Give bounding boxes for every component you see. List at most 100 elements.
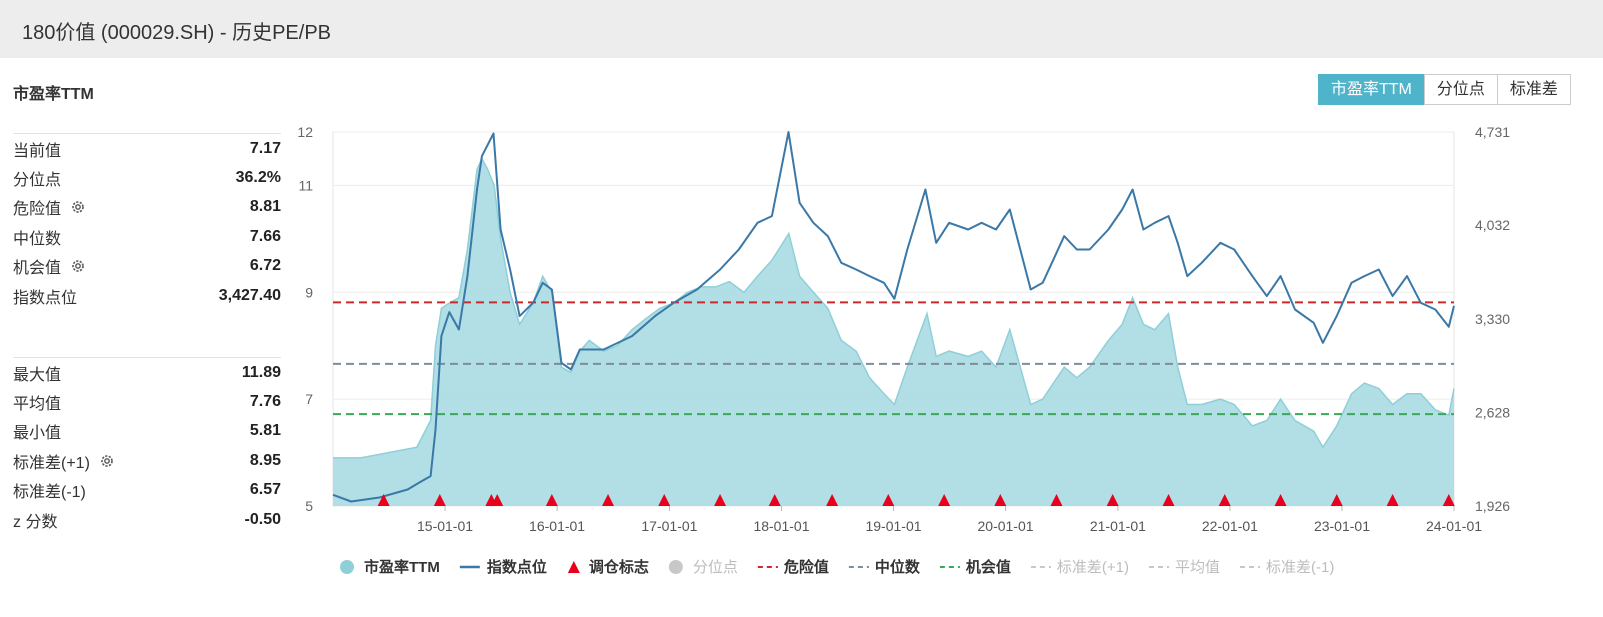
x-tick-label: 15-01-01 (417, 518, 473, 534)
rebalance-marker (1050, 494, 1063, 506)
stat-label: 标准差(+1) (13, 449, 115, 473)
y-left-tick-label: 7 (305, 391, 313, 407)
x-tick-label: 17-01-01 (641, 518, 697, 534)
stat-row: 标准差(-1) 6.57 (13, 476, 281, 505)
stat-row: 当前值 7.17 (13, 134, 281, 163)
rebalance-marker (1162, 494, 1175, 506)
tab-0[interactable]: 市盈率TTM (1318, 74, 1425, 105)
stat-row: 平均值 7.76 (13, 387, 281, 416)
stat-label: 机会值 (13, 254, 86, 278)
rebalance-marker (938, 494, 951, 506)
x-tick-label: 16-01-01 (529, 518, 585, 534)
legend-marker (668, 560, 683, 574)
stat-value: 6.57 (249, 481, 281, 499)
gear-icon[interactable] (70, 199, 86, 215)
rebalance-marker (1274, 494, 1287, 506)
gear-icon[interactable] (70, 258, 86, 274)
stat-value: 11.89 (241, 363, 281, 381)
stat-label-text: 危险值 (13, 201, 62, 219)
rebalance-marker (1386, 494, 1399, 506)
gear-icon[interactable] (99, 453, 115, 469)
index-line (332, 131, 1455, 503)
x-tick-label: 20-01-01 (978, 518, 1034, 534)
stat-label-text: z 分数 (13, 513, 58, 531)
section-title: 市盈率TTM (13, 86, 94, 103)
y-left-tick-label: 5 (305, 498, 313, 514)
legend-label: 危险值 (784, 558, 829, 576)
stat-label: 分位点 (13, 166, 61, 190)
rebalance-marker (491, 494, 504, 506)
x-tick-label: 22-01-01 (1202, 518, 1258, 534)
y-right-tick-label: 4,032 (1475, 217, 1510, 233)
stat-label-text: 平均值 (13, 396, 62, 414)
stat-value: 5.81 (249, 422, 281, 440)
stat-value: 3,427.40 (218, 286, 281, 304)
stat-label: z 分数 (13, 508, 57, 532)
stat-label-text: 当前值 (13, 142, 62, 160)
page-header: 180价值 (000029.SH) - 历史PE/PB (0, 0, 1603, 58)
stat-label: 标准差(-1) (13, 478, 86, 502)
y-right-tick-label: 3,330 (1475, 311, 1510, 327)
rebalance-marker (602, 494, 615, 506)
rebalance-marker (377, 494, 390, 506)
stats-panel-bottom: 最大值 11.89 平均值 7.76 最小值 5.81 标准差(+1) 8.95 标准差(-1)… (13, 357, 281, 534)
x-tick-label: 24-01-01 (1426, 518, 1482, 534)
stat-label: 当前值 (13, 137, 61, 161)
stat-row: 标准差(+1) 8.95 (13, 446, 281, 475)
stat-row: 机会值 6.72 (13, 252, 281, 281)
stat-label: 指数点位 (13, 284, 77, 308)
y-left-tick-label: 12 (297, 124, 313, 140)
stat-label-text: 指数点位 (13, 289, 78, 307)
legend-label: 调仓标志 (589, 558, 649, 576)
legend-label: 分位点 (693, 559, 738, 576)
legend-label: 平均值 (1175, 559, 1220, 576)
stat-value: 36.2% (235, 169, 281, 187)
rebalance-marker (714, 494, 727, 506)
legend-label: 中位数 (875, 558, 921, 576)
x-tick-label: 18-01-01 (753, 518, 809, 534)
legend-label: 标准差(+1) (1057, 559, 1129, 576)
y-right-tick-label: 1,926 (1475, 498, 1510, 514)
stat-row: 最大值 11.89 (13, 358, 281, 387)
stat-label-text: 分位点 (13, 172, 62, 190)
x-tick-label: 21-01-01 (1090, 518, 1146, 534)
pe-area (333, 158, 1454, 506)
stat-label-text: 最小值 (13, 425, 62, 443)
page-title: 180价值 (000029.SH) - 历史PE/PB (22, 22, 332, 44)
legend-label: 指数点位 (487, 558, 547, 576)
stat-value: 7.76 (249, 393, 281, 411)
stat-value: -0.50 (244, 510, 281, 528)
stat-row: 中位数 7.66 (13, 222, 281, 251)
stat-label: 最大值 (13, 361, 61, 385)
stat-row: 指数点位 3,427.40 (13, 281, 281, 310)
stats-panel-top: 当前值 7.17 分位点 36.2% 危险值 8.81 中位数 7.66 机会值 6.72 指数点位… (13, 133, 281, 310)
rebalance-marker (768, 494, 781, 506)
tab-1[interactable]: 分位点 (1423, 74, 1498, 105)
rebalance-marker (994, 494, 1007, 506)
stat-label: 危险值 (13, 195, 86, 219)
stat-value: 7.17 (249, 139, 281, 157)
stat-row: 最小值 5.81 (13, 417, 281, 446)
tab-2[interactable]: 标准差 (1496, 74, 1571, 105)
stat-label-text: 标准差(-1) (13, 484, 86, 502)
y-left-tick-label: 9 (305, 284, 313, 300)
legend-label: 市盈率TTM (364, 558, 440, 576)
x-tick-label: 23-01-01 (1314, 518, 1370, 534)
y-left-tick-label: 11 (298, 177, 313, 193)
stat-label-text: 标准差(+1) (13, 454, 90, 472)
stat-row: 分位点 36.2% (13, 163, 281, 192)
stat-label: 最小值 (13, 419, 61, 443)
rebalance-marker (433, 494, 446, 506)
rebalance-marker (1106, 494, 1119, 506)
rebalance-marker (545, 494, 558, 506)
rebalance-marker (658, 494, 671, 506)
x-tick-label: 19-01-01 (865, 518, 921, 534)
stat-value: 8.95 (249, 451, 281, 469)
legend-marker (340, 560, 354, 574)
stat-label: 平均值 (13, 390, 61, 414)
stat-label-text: 中位数 (13, 230, 62, 248)
rebalance-marker (1330, 494, 1343, 506)
metric-tabs: 市盈率TTM 分位点 标准差 (1318, 74, 1571, 105)
legend-label: 机会值 (966, 558, 1011, 576)
